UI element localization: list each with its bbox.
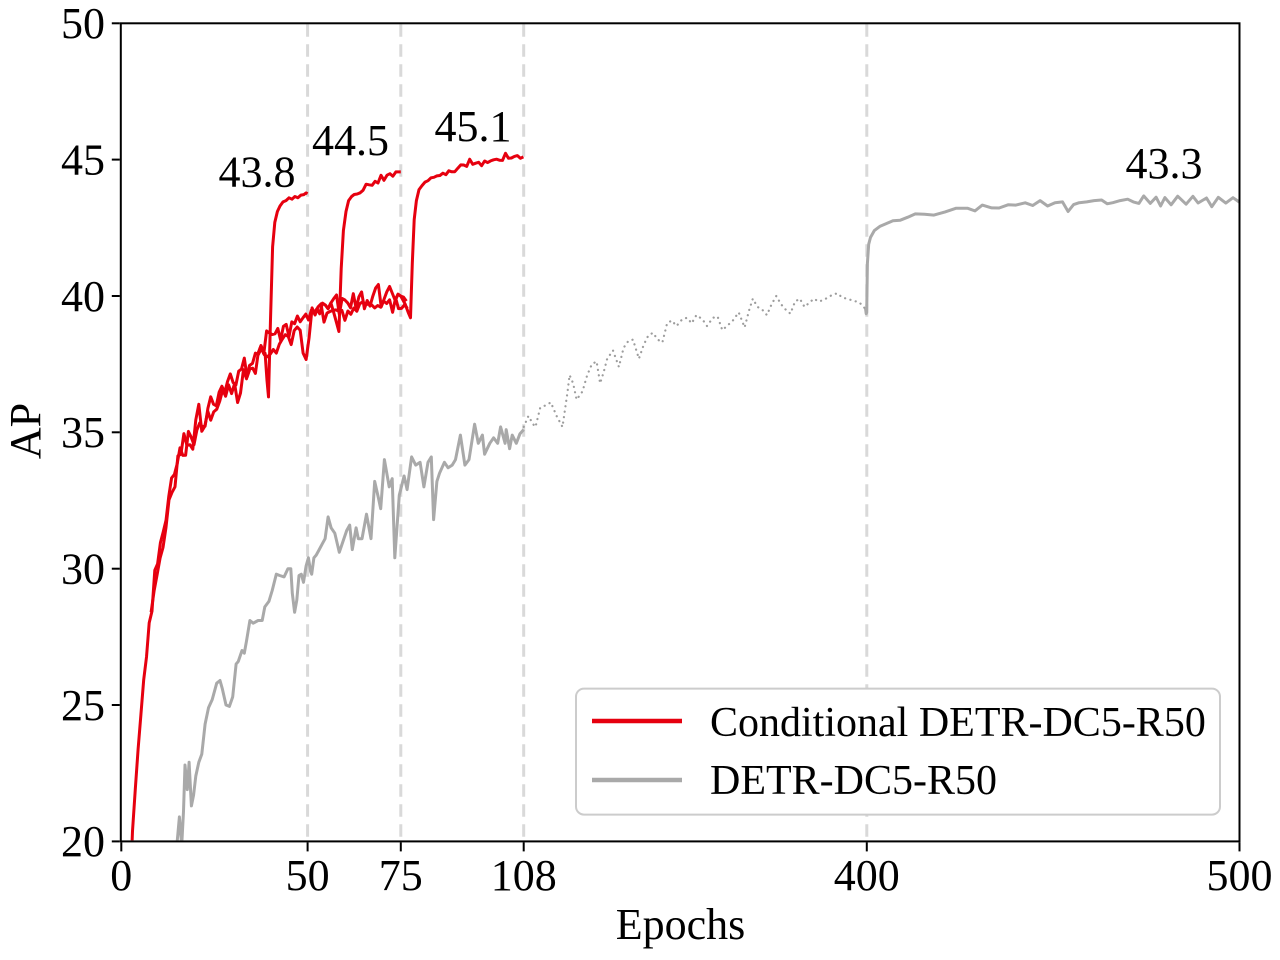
svg-text:108: 108 xyxy=(491,851,557,900)
svg-text:20: 20 xyxy=(61,817,105,866)
svg-text:30: 30 xyxy=(61,545,105,594)
svg-text:AP: AP xyxy=(1,403,50,459)
svg-text:400: 400 xyxy=(834,851,900,900)
svg-text:Epochs: Epochs xyxy=(616,900,746,949)
svg-text:43.8: 43.8 xyxy=(219,148,296,197)
svg-text:43.3: 43.3 xyxy=(1126,139,1203,188)
svg-text:500: 500 xyxy=(1207,851,1273,900)
svg-text:35: 35 xyxy=(61,408,105,457)
svg-text:75: 75 xyxy=(379,851,423,900)
svg-text:44.5: 44.5 xyxy=(312,116,389,165)
svg-text:50: 50 xyxy=(286,851,330,900)
svg-text:45: 45 xyxy=(61,135,105,184)
svg-text:Conditional DETR-DC5-R50: Conditional DETR-DC5-R50 xyxy=(710,700,1206,746)
svg-text:DETR-DC5-R50: DETR-DC5-R50 xyxy=(710,758,997,804)
svg-text:50: 50 xyxy=(61,0,105,48)
svg-text:25: 25 xyxy=(61,681,105,730)
svg-text:0: 0 xyxy=(110,851,132,900)
svg-text:45.1: 45.1 xyxy=(435,102,512,151)
svg-text:40: 40 xyxy=(61,272,105,321)
